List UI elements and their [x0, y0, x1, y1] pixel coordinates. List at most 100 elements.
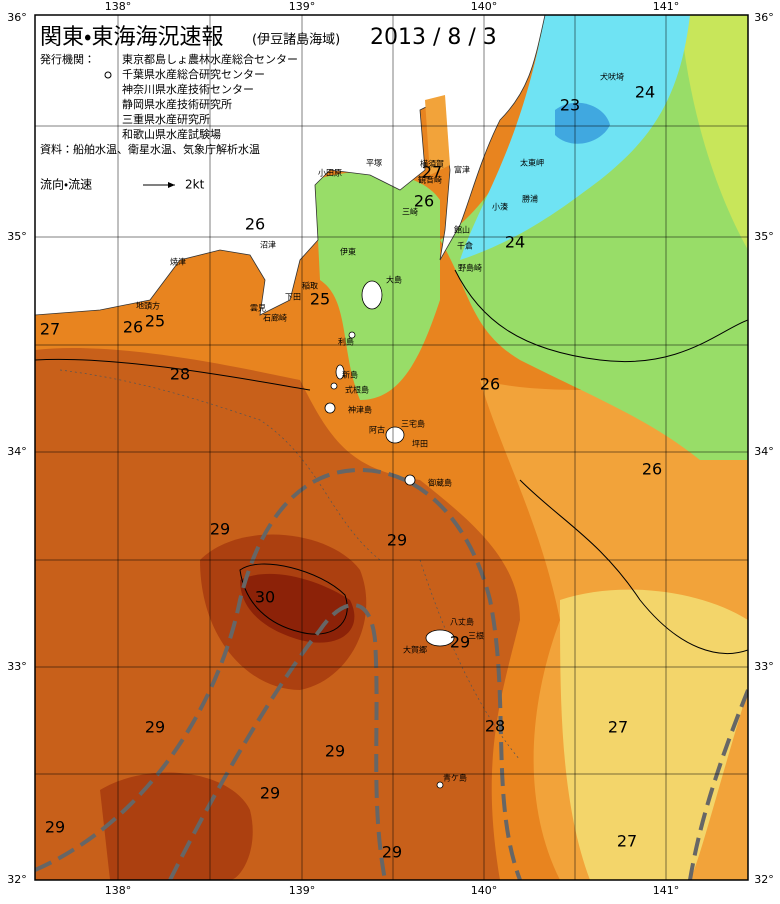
warmest-core — [240, 573, 355, 643]
lat-label: 34° — [754, 445, 774, 458]
publisher: 和歌山県水産試験場 — [122, 127, 221, 141]
temperature-label: 28 — [485, 717, 505, 736]
isotherms — [35, 269, 748, 654]
temperature-label: 26 — [245, 215, 265, 234]
place-name: 御蔵島 — [428, 478, 452, 488]
publisher-marker — [104, 71, 112, 79]
source: 資料：船舶水温、衛星水温、気象庁解析水温 — [40, 142, 260, 156]
temperature-label: 28 — [170, 365, 190, 384]
place-name: 犬吠埼 — [600, 72, 624, 82]
lon-label: 141° — [653, 0, 680, 13]
island — [335, 364, 345, 380]
cold-edge — [680, 15, 748, 250]
temperature-label: 24 — [635, 83, 655, 102]
isobath — [419, 559, 521, 761]
current-path — [168, 603, 387, 880]
place-name: 勝浦 — [522, 194, 538, 204]
place-name: 下田 — [285, 293, 301, 302]
place-name: 太東岬 — [520, 158, 544, 168]
lon-label: 139° — [289, 0, 316, 13]
temperature-label: 25 — [145, 312, 165, 331]
isotherm — [519, 479, 748, 654]
lat-label: 32° — [7, 873, 27, 886]
lat-label: 36° — [7, 11, 27, 24]
place-name: 小田原 — [318, 169, 342, 178]
lat-label: 35° — [7, 230, 27, 243]
place-name: 大賀郷 — [403, 645, 427, 655]
island — [425, 629, 455, 647]
land — [35, 15, 546, 316]
place-name: 野島崎 — [458, 263, 482, 273]
temperature-label: 29 — [325, 742, 345, 761]
temperature-label: 26 — [123, 318, 143, 337]
place-name: 大島 — [386, 275, 402, 285]
place-name: 三根 — [468, 631, 484, 641]
lat-label: 32° — [754, 873, 774, 886]
current-path — [688, 689, 748, 880]
place-name: 利島 — [338, 337, 354, 347]
temperature-label: 24 — [505, 233, 525, 252]
place-name: 雲見 — [250, 304, 266, 313]
coldest-core — [555, 102, 610, 144]
temperature-label: 27 — [617, 832, 637, 851]
current-path — [35, 467, 522, 880]
island — [436, 781, 444, 789]
isotherm — [454, 269, 748, 362]
lon-label: 140° — [471, 884, 498, 897]
publisher: 神奈川県水産技術センター — [122, 82, 254, 96]
place-name: 焼津 — [170, 257, 186, 267]
lat-label: 34° — [7, 445, 27, 458]
lat-label: 33° — [7, 660, 27, 673]
lon-label: 138° — [105, 884, 132, 897]
publisher: 三重県水産研究所 — [122, 112, 210, 126]
island — [404, 474, 416, 486]
lat-label: 35° — [754, 230, 774, 243]
publisher: 千葉県水産総合研究センター — [122, 67, 265, 81]
place-name: 館山 — [454, 225, 470, 235]
place-name: 千倉 — [457, 241, 473, 251]
isotherm — [35, 358, 311, 391]
island — [385, 426, 405, 444]
place-name: 地頭方 — [136, 301, 160, 311]
place-name: 神津島 — [348, 405, 372, 415]
temperature-label: 27 — [422, 163, 442, 182]
temperature-label: 29 — [260, 784, 280, 803]
temperature-label: 27 — [40, 320, 60, 339]
place-name: 観音崎 — [418, 175, 442, 185]
place-name: 八丈島 — [450, 617, 474, 627]
temperature-label: 29 — [45, 818, 65, 837]
temperature-label: 23 — [560, 96, 580, 115]
place-name: 三崎 — [402, 207, 418, 217]
temperature-label: 26 — [480, 375, 500, 394]
temperature-label: 25 — [310, 290, 330, 309]
legend-arrow-head — [168, 182, 175, 188]
place-name: 坪田 — [412, 440, 428, 449]
subtitle: (伊豆諸島海域) — [252, 33, 340, 48]
island — [361, 280, 383, 310]
sea-temperature-field — [35, 15, 748, 880]
isobaths — [59, 369, 521, 761]
isotherm — [239, 563, 348, 635]
lat-label: 36° — [754, 11, 774, 24]
current-paths — [35, 467, 748, 880]
publisher: 静岡県水産技術研究所 — [122, 97, 232, 111]
temperature-label: 30 — [255, 588, 275, 607]
temperature-label: 29 — [450, 633, 470, 652]
place-name: 式根島 — [345, 385, 369, 395]
lon-label: 140° — [471, 0, 498, 13]
temperature-label: 29 — [145, 718, 165, 737]
place-name: 平塚 — [366, 159, 382, 168]
lat-label: 33° — [754, 660, 774, 673]
temperature-label: 29 — [382, 843, 402, 862]
date: 2013 / 8 / 3 — [370, 25, 497, 50]
place-name: 富津 — [454, 165, 470, 175]
place-name: 新島 — [342, 370, 358, 380]
isobath — [59, 369, 381, 561]
title: 関東・東海海況速報 — [40, 25, 223, 50]
publishers-label: 発行機関： — [40, 52, 95, 66]
temperature-label: 26 — [642, 460, 662, 479]
cool-zone — [560, 589, 748, 880]
place-name: 青ケ島 — [443, 773, 467, 783]
place-name: 石廊崎 — [263, 313, 287, 323]
